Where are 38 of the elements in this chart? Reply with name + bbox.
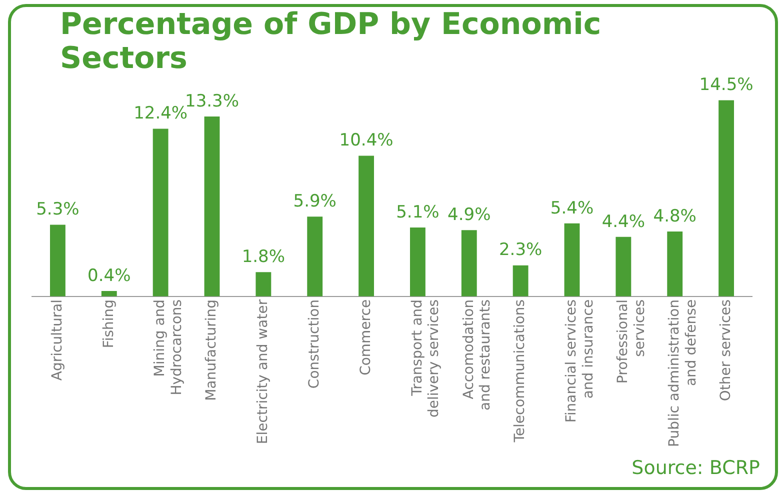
bar	[256, 272, 272, 296]
data-label: 4.4%	[602, 212, 646, 232]
bar	[307, 216, 323, 296]
x-tick-label: Manufacturing	[204, 299, 220, 401]
data-label: 0.4%	[88, 266, 131, 286]
bar	[512, 265, 528, 296]
bar	[101, 291, 117, 296]
source-note: Source: BCRP	[632, 457, 760, 479]
data-label: 1.8%	[242, 247, 286, 267]
data-label: 5.1%	[396, 202, 440, 222]
bar	[718, 100, 734, 296]
bar	[616, 236, 632, 296]
bar	[358, 156, 374, 296]
x-tick-label: Electricity and water	[255, 299, 272, 444]
bar	[50, 224, 66, 296]
data-label: 4.8%	[653, 206, 696, 226]
bar	[667, 232, 683, 296]
data-label: 5.9%	[293, 192, 336, 212]
bar	[564, 223, 580, 296]
x-tick-label: Mining and Hydrocarcons	[152, 299, 186, 396]
data-label: 14.5%	[699, 75, 754, 96]
bar	[204, 116, 220, 296]
data-label: 5.3%	[36, 200, 80, 220]
x-tick-label: Other services	[718, 299, 734, 402]
x-tick-label: Fishing	[100, 299, 117, 348]
chart-title: Percentage of GDP by Economic Sectors	[60, 7, 602, 76]
data-label: 2.3%	[498, 240, 542, 260]
x-tick-label: Transport and delivery services	[409, 299, 442, 418]
data-label: 5.4%	[550, 198, 594, 218]
x-tick-label: Commerce	[358, 299, 374, 376]
x-tick-label: Construction	[306, 299, 322, 389]
bar	[461, 230, 477, 296]
data-label: 4.9%	[448, 205, 491, 226]
x-tick-label: Agricultural	[49, 299, 66, 381]
data-label: 10.4%	[339, 130, 394, 151]
x-tick-label: Telecommunications	[512, 299, 528, 444]
bar	[410, 227, 426, 296]
bar	[152, 128, 168, 296]
